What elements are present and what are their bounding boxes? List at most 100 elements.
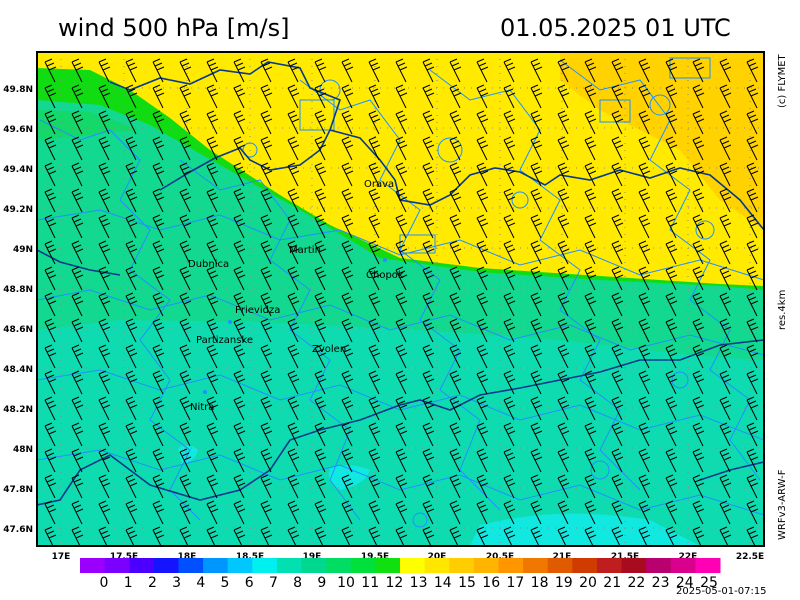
wind-barb (71, 500, 84, 525)
wind-barb (530, 526, 543, 546)
wind-barb (584, 162, 597, 187)
wind-barb (476, 318, 489, 343)
wind-barb (395, 84, 408, 109)
wind-barb (692, 370, 705, 395)
wind-barb (584, 318, 597, 343)
wind-barb (368, 266, 381, 291)
wind-barb (503, 58, 516, 83)
wind-barb (530, 292, 543, 317)
wind-barb (476, 240, 489, 265)
wind-barb (98, 136, 111, 161)
place-markers (203, 258, 387, 394)
wind-barb (233, 474, 246, 499)
wind-barb (611, 292, 624, 317)
wind-barb (233, 240, 246, 265)
legend-label: 25 (700, 575, 718, 591)
wind-barb (665, 266, 678, 291)
wind-barb (125, 84, 138, 109)
legend-swatch (523, 558, 549, 573)
wind-barb (692, 136, 705, 161)
wind-barb (179, 448, 192, 473)
wind-barb (422, 526, 435, 546)
wind-barb (449, 500, 462, 525)
legend-label: 10 (337, 575, 355, 591)
wind-barb (584, 396, 597, 421)
wind-barb (719, 500, 732, 525)
wind-barb (476, 396, 489, 421)
wind-barb (233, 318, 246, 343)
wind-barb (692, 266, 705, 291)
wind-barb (395, 396, 408, 421)
wind-barb (314, 240, 327, 265)
legend-label: 8 (293, 575, 302, 591)
wind-barb (368, 110, 381, 135)
wind-barb (611, 370, 624, 395)
wind-barb (503, 500, 516, 525)
map-title: wind 500 hPa [m/s] (58, 14, 290, 42)
wind-barb (125, 526, 138, 546)
wind-barb (503, 214, 516, 239)
wind-barb (260, 370, 273, 395)
wind-barb (287, 344, 300, 369)
wind-barb (611, 162, 624, 187)
legend-label: 3 (172, 575, 181, 591)
wind-barb (233, 500, 246, 525)
wind-barb (692, 84, 705, 109)
wind-barb (530, 448, 543, 473)
wind-barb (746, 110, 759, 135)
wind-barb (71, 292, 84, 317)
wind-barb (692, 344, 705, 369)
wind-barb (368, 188, 381, 213)
wind-barb (179, 474, 192, 499)
wind-barb (449, 266, 462, 291)
wind-barb (665, 448, 678, 473)
wind-barb (449, 240, 462, 265)
wind-barb (557, 266, 570, 291)
wind-barb (638, 58, 651, 83)
wind-barb (692, 396, 705, 421)
lat-tick-49-2: 49.2N (3, 205, 33, 215)
wind-barb (206, 344, 219, 369)
wind-barb (476, 370, 489, 395)
wind-barb (314, 526, 327, 546)
wind-barb (152, 136, 165, 161)
wind-barb (584, 500, 597, 525)
wind-barb (395, 500, 408, 525)
wind-barb (98, 84, 111, 109)
wind-barb (476, 136, 489, 161)
wind-barb (449, 136, 462, 161)
chopok-marker (383, 258, 387, 262)
wind-barb (314, 214, 327, 239)
wind-barb (260, 110, 273, 135)
wind-barb (719, 110, 732, 135)
wind-barb (233, 266, 246, 291)
place-label-martin: Martin (289, 245, 321, 256)
wind-barb (638, 344, 651, 369)
wind-barb (449, 422, 462, 447)
wind-barb (503, 318, 516, 343)
wind-barb (233, 344, 246, 369)
wind-barb (719, 344, 732, 369)
wind-barb (314, 266, 327, 291)
wind-barb (341, 344, 354, 369)
wind-barb (125, 58, 138, 83)
wind-barb (692, 110, 705, 135)
wind-barb (206, 136, 219, 161)
wind-barb (611, 396, 624, 421)
wind-barb (665, 292, 678, 317)
wind-barb (719, 58, 732, 83)
wind-barb (287, 396, 300, 421)
wind-barb (341, 136, 354, 161)
wind-barb (584, 422, 597, 447)
wind-barb (341, 474, 354, 499)
wind-barb (44, 500, 57, 525)
wind-barb (233, 292, 246, 317)
wind-barb (71, 370, 84, 395)
wind-barb (584, 448, 597, 473)
wind-barb (449, 292, 462, 317)
wind-barb (692, 214, 705, 239)
wind-barb (98, 344, 111, 369)
wind-barb (557, 448, 570, 473)
lat-tick-49-4: 49.4N (3, 165, 33, 175)
wind-barb (341, 526, 354, 546)
